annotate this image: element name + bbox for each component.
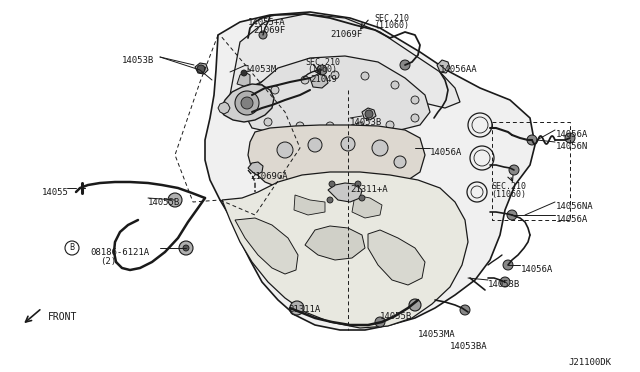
- Circle shape: [317, 65, 327, 75]
- Circle shape: [179, 241, 193, 255]
- Circle shape: [235, 91, 259, 115]
- Text: 14055B: 14055B: [380, 312, 412, 321]
- Circle shape: [394, 156, 406, 168]
- Circle shape: [327, 197, 333, 203]
- Polygon shape: [368, 230, 425, 285]
- Polygon shape: [245, 56, 430, 132]
- Text: SEC.210: SEC.210: [305, 58, 340, 67]
- Text: 14056NA: 14056NA: [556, 202, 594, 211]
- Text: 14053B: 14053B: [350, 118, 382, 127]
- Circle shape: [290, 305, 300, 315]
- Text: 08186-6121A: 08186-6121A: [90, 248, 149, 257]
- Circle shape: [372, 140, 388, 156]
- Text: 14056A: 14056A: [556, 215, 588, 224]
- Circle shape: [301, 76, 309, 84]
- Polygon shape: [195, 63, 208, 74]
- Polygon shape: [305, 226, 365, 260]
- Polygon shape: [437, 60, 450, 73]
- Circle shape: [527, 135, 537, 145]
- Text: 14055: 14055: [42, 188, 69, 197]
- Text: 21311A: 21311A: [288, 305, 320, 314]
- Circle shape: [410, 300, 420, 310]
- Text: 14055+A: 14055+A: [248, 18, 285, 27]
- Circle shape: [326, 122, 334, 130]
- Circle shape: [259, 31, 267, 39]
- Text: 21069F: 21069F: [330, 30, 362, 39]
- Circle shape: [277, 142, 293, 158]
- Circle shape: [503, 260, 513, 270]
- Polygon shape: [310, 74, 328, 88]
- Polygon shape: [294, 195, 325, 215]
- Circle shape: [183, 245, 189, 251]
- Polygon shape: [228, 14, 460, 110]
- Polygon shape: [235, 218, 298, 274]
- Circle shape: [565, 133, 575, 143]
- Circle shape: [331, 71, 339, 79]
- Circle shape: [290, 301, 304, 315]
- Text: 14056AA: 14056AA: [440, 65, 477, 74]
- Circle shape: [409, 299, 421, 311]
- Text: B: B: [69, 244, 75, 253]
- Circle shape: [264, 118, 272, 126]
- Circle shape: [356, 122, 364, 130]
- Text: (11060): (11060): [491, 190, 526, 199]
- Text: 14053B: 14053B: [122, 56, 154, 65]
- Circle shape: [329, 181, 335, 187]
- Polygon shape: [362, 108, 376, 120]
- Text: FRONT: FRONT: [48, 312, 77, 322]
- Circle shape: [411, 114, 419, 122]
- Circle shape: [391, 81, 399, 89]
- Text: 21311+A: 21311+A: [350, 185, 388, 194]
- Circle shape: [241, 97, 253, 109]
- Circle shape: [359, 195, 365, 201]
- Circle shape: [365, 110, 373, 118]
- Circle shape: [460, 305, 470, 315]
- Text: 21049: 21049: [310, 75, 337, 84]
- Circle shape: [509, 165, 519, 175]
- Circle shape: [249, 106, 257, 114]
- Text: (2): (2): [100, 257, 116, 266]
- Text: 14056N: 14056N: [556, 142, 588, 151]
- Polygon shape: [205, 12, 535, 330]
- Text: 14056A: 14056A: [521, 265, 553, 274]
- Circle shape: [500, 277, 510, 287]
- Circle shape: [411, 96, 419, 104]
- Circle shape: [296, 122, 304, 130]
- Circle shape: [168, 193, 182, 207]
- Polygon shape: [248, 162, 263, 175]
- Text: 14053M: 14053M: [245, 65, 277, 74]
- Circle shape: [375, 317, 385, 327]
- Circle shape: [308, 138, 322, 152]
- Text: 21069GA: 21069GA: [250, 172, 287, 181]
- Polygon shape: [248, 125, 425, 194]
- Text: (11060): (11060): [374, 21, 409, 30]
- Polygon shape: [222, 172, 468, 328]
- Text: (1060): (1060): [307, 65, 337, 74]
- Circle shape: [355, 181, 361, 187]
- Circle shape: [507, 210, 517, 220]
- Text: SEC.210: SEC.210: [374, 14, 409, 23]
- Circle shape: [271, 86, 279, 94]
- Text: SEC.210: SEC.210: [491, 182, 526, 191]
- Circle shape: [386, 121, 394, 129]
- Text: J21100DK: J21100DK: [568, 358, 611, 367]
- Polygon shape: [218, 102, 230, 114]
- Polygon shape: [352, 195, 382, 218]
- Polygon shape: [220, 84, 274, 122]
- Text: 14055B: 14055B: [148, 198, 180, 207]
- Circle shape: [361, 72, 369, 80]
- Text: 14053BA: 14053BA: [450, 342, 488, 351]
- Text: 14053MA: 14053MA: [418, 330, 456, 339]
- Text: 14056A: 14056A: [556, 130, 588, 139]
- Polygon shape: [237, 72, 250, 86]
- Text: 21069F: 21069F: [253, 26, 285, 35]
- Circle shape: [400, 60, 410, 70]
- Circle shape: [241, 70, 247, 76]
- Polygon shape: [328, 183, 362, 202]
- Text: 14056A: 14056A: [430, 148, 462, 157]
- Text: 14053B: 14053B: [488, 280, 520, 289]
- Circle shape: [197, 65, 205, 73]
- Circle shape: [341, 137, 355, 151]
